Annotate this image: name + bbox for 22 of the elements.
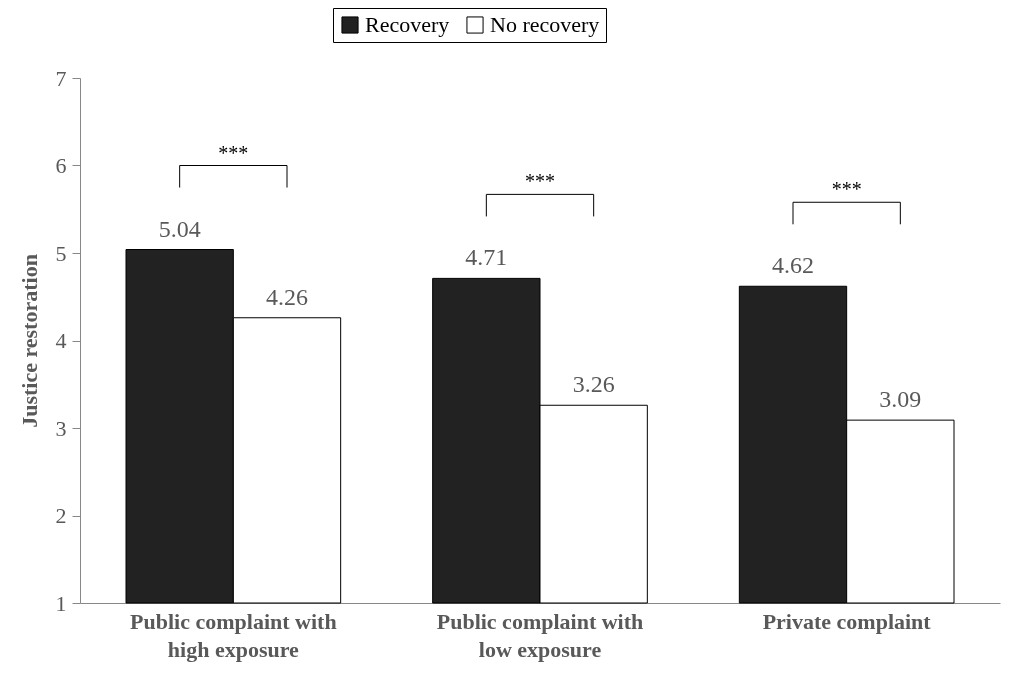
y-tick-label: 6 xyxy=(55,153,67,178)
legend-label: No recovery xyxy=(490,12,600,37)
y-tick-label: 2 xyxy=(55,503,67,528)
data-label: 4.62 xyxy=(772,252,814,279)
y-tick-label: 5 xyxy=(55,240,67,266)
data-label: 4.26 xyxy=(266,283,308,310)
data-label: 3.26 xyxy=(572,371,615,398)
data-label: 5.04 xyxy=(158,215,201,242)
x-tick-label: Private complaint xyxy=(762,608,932,634)
data-label: 3.09 xyxy=(879,386,922,413)
annotation: *** xyxy=(831,178,862,201)
data-label: 4.71 xyxy=(465,244,508,271)
x-tick-label: Public complaint with high exposure xyxy=(130,608,337,662)
y-tick-label: 3 xyxy=(55,415,67,441)
y-axis-title: Justice restoration xyxy=(16,254,42,428)
annotation: *** xyxy=(218,141,249,164)
y-tick-label: 7 xyxy=(55,65,67,91)
y-tick-label: 4 xyxy=(55,328,67,353)
legend-label: Recovery xyxy=(365,12,450,37)
annotation: *** xyxy=(525,170,555,193)
y-tick-label: 1 xyxy=(55,590,67,616)
x-tick-label: Public complaint with low exposure xyxy=(436,608,644,662)
